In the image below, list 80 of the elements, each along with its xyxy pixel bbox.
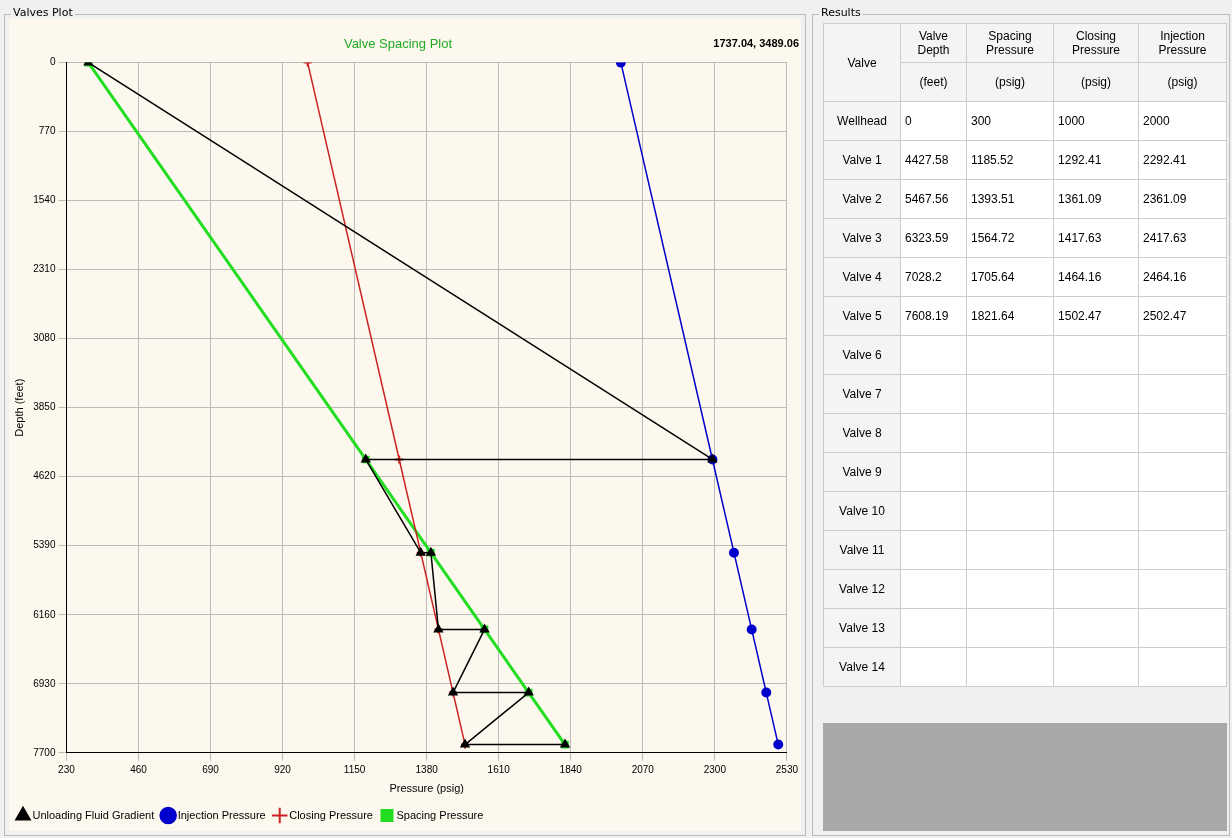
y-tick-label: 0 — [49, 56, 56, 68]
legend-label: Closing Pressure — [289, 808, 373, 821]
text: 1417.63 — [1058, 231, 1102, 245]
text: 1361.09 — [1058, 192, 1102, 206]
text: 5467.56 — [905, 192, 949, 206]
x-tick-label: 1380 — [415, 763, 439, 775]
category-label: Valve 7 — [842, 387, 882, 401]
category-label: Valve 13 — [839, 621, 885, 635]
y-tick-label: 3850 — [33, 401, 56, 413]
y-tick-label: 1540 — [33, 194, 56, 206]
y-tick-label: 6930 — [33, 677, 56, 689]
text: 2417.63 — [1143, 231, 1187, 245]
category-label: Closing Pressure — [1053, 23, 1139, 63]
text: 1564.72 — [970, 231, 1015, 245]
text: 7608.19 — [905, 309, 949, 323]
y-tick-label: 5390 — [33, 539, 56, 551]
text: 1000 — [1058, 114, 1085, 128]
text: 1502.47 — [1058, 309, 1102, 323]
category-label: Valve 8 — [842, 426, 882, 440]
x-tick-label: 2530 — [775, 763, 799, 775]
category-label: Valve 4 — [842, 270, 882, 284]
text: 1464.16 — [1058, 270, 1102, 284]
category-label: Valve 11 — [839, 543, 885, 557]
text: 2292.41 — [1143, 153, 1187, 167]
y-axis-title: Depth (feet) — [12, 378, 25, 437]
category-label: Wellhead — [837, 114, 887, 128]
text: 1705.64 — [970, 270, 1015, 284]
text: 2464.16 — [1143, 270, 1187, 284]
x-tick-label: 460 — [130, 763, 148, 775]
y-tick-label: 7700 — [33, 746, 56, 758]
x-axis-title: Pressure (psig) — [389, 782, 464, 795]
category-label: Valve 10 — [839, 504, 885, 518]
legend-label: Unloading Fluid Gradient — [32, 808, 155, 821]
category-label: Valve 1 — [842, 153, 882, 167]
category-label: Valve 9 — [842, 465, 882, 479]
x-tick-label: 920 — [274, 763, 292, 775]
text: 6323.59 — [905, 231, 949, 245]
x-tick-label: 1150 — [343, 763, 366, 775]
category-label: Spacing Pressure — [966, 23, 1054, 63]
category-label: Valve 14 — [839, 660, 885, 674]
category-label: Valve 3 — [842, 231, 882, 245]
text: (psig) — [995, 75, 1026, 89]
text: 1393.51 — [970, 192, 1015, 206]
y-tick-label: 3080 — [33, 332, 56, 344]
text: 2361.09 — [1143, 192, 1187, 206]
text: 1821.64 — [970, 309, 1015, 323]
text: 1292.41 — [1058, 153, 1102, 167]
x-tick-label: 2070 — [631, 763, 655, 775]
x-tick-label: 230 — [58, 763, 76, 775]
text: 2502.47 — [1143, 309, 1187, 323]
y-tick-label: 770 — [38, 125, 56, 137]
text: Results — [819, 6, 863, 19]
y-tick-label: 4620 — [33, 470, 56, 482]
text: (psig) — [1081, 75, 1112, 89]
text: 7028.2 — [905, 270, 942, 284]
category-label: Valve 5 — [842, 309, 882, 323]
x-tick-label: 2300 — [703, 763, 727, 775]
legend-label: Spacing Pressure — [396, 808, 484, 821]
text: 300 — [970, 114, 991, 128]
y-tick-label: 2310 — [33, 263, 56, 275]
category-label: Valve 12 — [839, 582, 885, 596]
x-tick-label: 1840 — [559, 763, 583, 775]
text: 0 — [905, 114, 912, 128]
text: (feet) — [919, 75, 948, 89]
text: 2000 — [1143, 114, 1170, 128]
text: (psig) — [1167, 75, 1198, 89]
chart-title: Valve Spacing Plot — [343, 36, 453, 52]
category-label: Injection Pressure — [1138, 23, 1227, 63]
text: 1737.04, 3489.06 — [713, 37, 799, 49]
x-tick-label: 690 — [202, 763, 220, 775]
category-label: Valve Depth — [900, 23, 967, 63]
text: Valves Plot — [11, 6, 75, 19]
legend-label: Injection Pressure — [177, 808, 266, 821]
text: 4427.58 — [905, 153, 949, 167]
x-tick-label: 1610 — [487, 763, 511, 775]
category-label: Valve 6 — [842, 348, 882, 362]
y-tick-label: 6160 — [33, 608, 56, 620]
text: Valve — [823, 23, 901, 102]
text: 1185.52 — [970, 153, 1014, 167]
category-label: Valve 2 — [842, 192, 882, 206]
